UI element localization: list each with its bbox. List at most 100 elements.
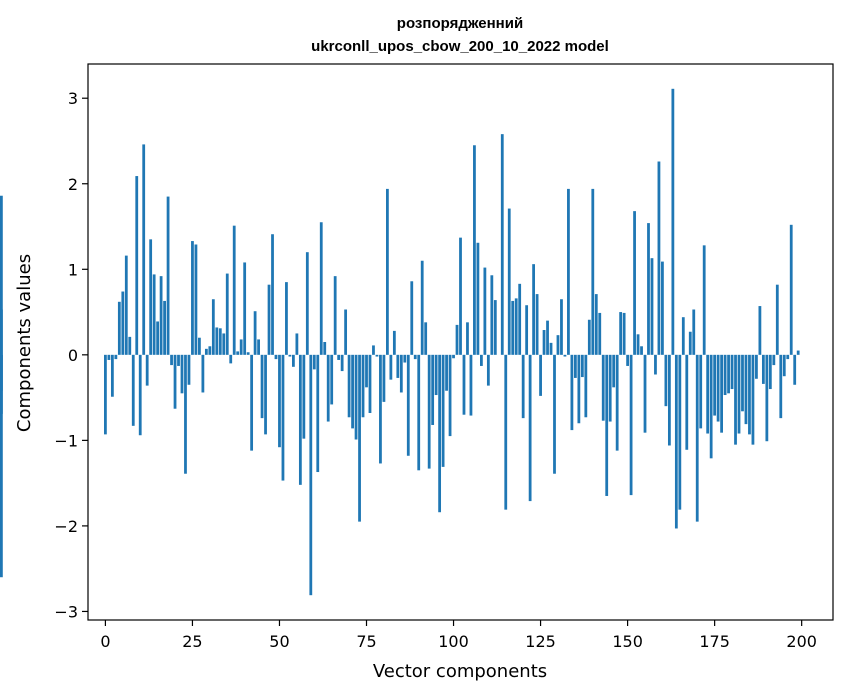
bar-37 [232, 225, 236, 355]
bar-50 [278, 354, 281, 448]
bar-168 [688, 331, 692, 355]
bar-55 [295, 333, 299, 355]
bar-61 [316, 354, 320, 473]
bar-107 [476, 242, 480, 355]
bar-42 [250, 354, 254, 451]
bar-83 [392, 330, 396, 355]
x-tick-label: 50 [269, 632, 289, 651]
bar-69 [344, 309, 348, 355]
bar-171 [699, 354, 703, 429]
bar-14 [152, 274, 156, 355]
bar-191 [768, 354, 772, 390]
x-tick-label: 125 [525, 632, 556, 651]
bar-8 [131, 354, 135, 426]
bar-151 [629, 354, 633, 496]
bar-140 [591, 188, 595, 355]
bar-111 [490, 275, 494, 355]
bar-142 [598, 312, 602, 355]
bar-63 [323, 342, 327, 355]
bar-87 [406, 354, 410, 456]
bar-73 [358, 354, 361, 522]
bar-182 [737, 354, 741, 434]
bar-124 [535, 294, 539, 355]
bar-80 [382, 354, 386, 402]
y-tick-label: 1 [68, 260, 78, 279]
bar-97 [441, 354, 445, 467]
bar-18 [166, 196, 170, 355]
bar-76 [368, 354, 372, 413]
bar-190 [765, 354, 769, 442]
bar-10 [138, 354, 142, 436]
bar-179 [727, 354, 730, 394]
bar-undefined [0, 195, 3, 355]
bar-147 [615, 354, 619, 451]
bar-77 [372, 345, 375, 355]
bar-164 [674, 354, 678, 529]
bar-94 [431, 354, 435, 425]
bar-36 [229, 354, 233, 364]
bar-162 [667, 354, 671, 446]
bar-78 [375, 354, 379, 357]
bar-12 [145, 354, 149, 386]
bar-116 [507, 208, 511, 355]
bar-180 [730, 354, 734, 390]
bar-82 [389, 354, 393, 380]
bar-84 [396, 354, 400, 378]
bar-130 [556, 335, 560, 355]
bar-71 [351, 354, 354, 429]
bar-106 [473, 145, 476, 355]
bar-125 [539, 354, 542, 396]
bar-185 [748, 354, 751, 435]
bar-48 [271, 234, 274, 355]
bar-122 [528, 354, 532, 502]
y-tick-label: −2 [54, 517, 78, 536]
bar-9 [135, 176, 139, 355]
bar-98 [445, 354, 448, 391]
bar-16 [159, 276, 163, 355]
bar-153 [636, 334, 640, 355]
y-tick-label: −3 [54, 602, 78, 621]
bar-3 [114, 354, 118, 360]
bar-132 [563, 354, 567, 357]
bar-198 [793, 354, 797, 385]
bar-101 [455, 324, 459, 355]
bar-28 [201, 354, 205, 393]
bar-103 [462, 354, 466, 415]
bar-154 [640, 346, 643, 355]
bar-126 [542, 330, 546, 355]
bar-75 [365, 354, 368, 388]
bar-30 [208, 346, 212, 355]
bar-49 [274, 354, 278, 360]
bar-138 [584, 354, 588, 418]
bar-186 [751, 354, 755, 445]
x-tick-label: 100 [438, 632, 469, 651]
x-tick-label: 200 [786, 632, 817, 651]
bar-156 [647, 223, 650, 355]
y-axis-ticks: −3 −2 −1 0 1 2 3 [54, 89, 88, 621]
bar-181 [734, 354, 737, 445]
bar-44 [257, 339, 260, 355]
bar-169 [692, 309, 696, 355]
x-tick-label: 0 [100, 632, 110, 651]
bar-131 [560, 299, 563, 355]
bar-43 [253, 311, 257, 355]
bar-114 [500, 134, 504, 355]
bar-15 [156, 321, 160, 355]
bar-121 [525, 305, 529, 355]
bar-4 [117, 301, 121, 355]
bar-81 [386, 188, 389, 355]
bar-134 [570, 354, 574, 431]
bars-group [0, 88, 800, 596]
bar-90 [417, 354, 421, 471]
bar-100 [452, 354, 455, 359]
bar-163 [671, 88, 675, 355]
bar-74 [361, 354, 365, 418]
bar-165 [678, 354, 682, 510]
bar-67 [337, 354, 341, 360]
x-axis-ticks: 0 25 50 75 100 125 150 175 200 [100, 620, 817, 651]
y-tick-label: 2 [68, 175, 78, 194]
bar-27 [198, 337, 201, 355]
bar-33 [218, 328, 222, 355]
bar-133 [567, 188, 570, 355]
